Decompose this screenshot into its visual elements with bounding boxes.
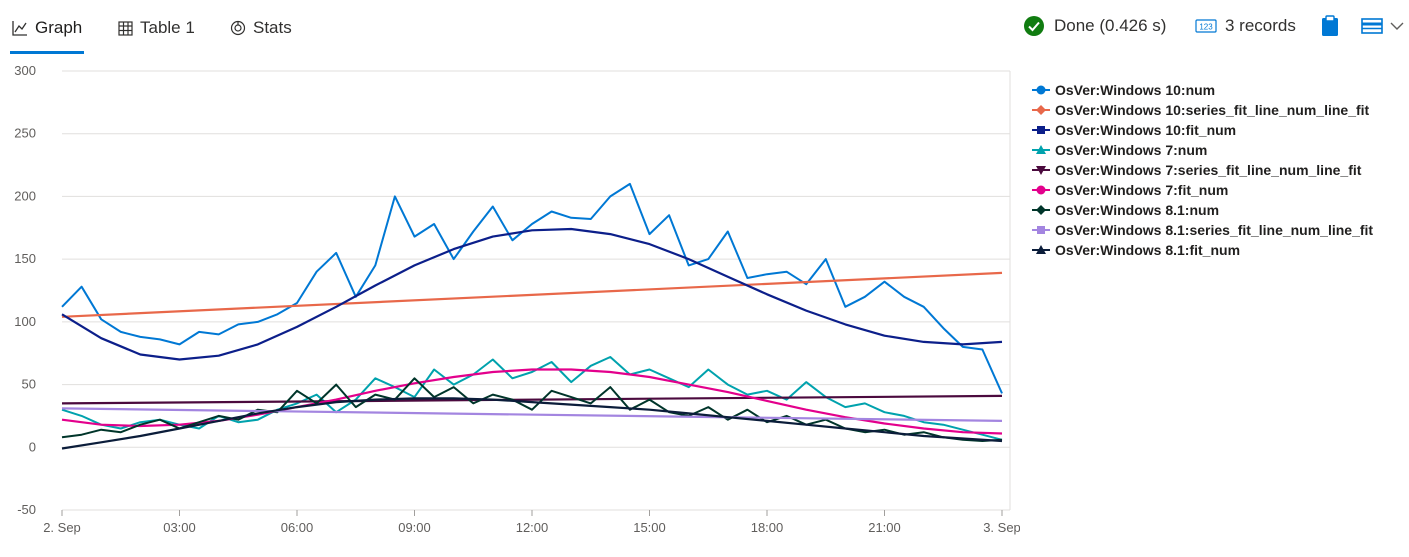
legend-label: OsVer:Windows 7:series_fit_line_num_line…	[1055, 162, 1362, 178]
legend-label: OsVer:Windows 7:num	[1055, 142, 1208, 158]
clipboard-icon	[1322, 15, 1338, 36]
done-label: Done (0.426 s)	[1054, 16, 1167, 35]
legend-marker-icon	[1032, 123, 1055, 137]
legend-marker-icon	[1032, 203, 1055, 217]
legend-item-9[interactable]: OsVer:Windows 8.1:fit_num	[1032, 240, 1373, 260]
legend-marker-icon	[1032, 183, 1055, 197]
legend-item-6[interactable]: OsVer:Windows 7:fit_num	[1032, 180, 1373, 200]
legend-label: OsVer:Windows 10:num	[1055, 82, 1216, 98]
legend-marker-icon	[1032, 143, 1055, 157]
y-tick-label: 300	[14, 63, 36, 78]
stats-icon	[230, 20, 246, 36]
chart-legend: OsVer:Windows 10:num OsVer:Windows 10:ser…	[1032, 80, 1373, 260]
tab-stats[interactable]: Stats	[230, 14, 292, 42]
series-line-9	[61, 397, 1003, 450]
query-status-bar: Done (0.426 s) 123 3 records	[1009, 0, 1409, 56]
series-line-5	[61, 394, 1003, 405]
layout-panel-icon	[1361, 18, 1383, 34]
series-line-1	[61, 182, 1003, 394]
legend-item-4[interactable]: OsVer:Windows 7:num	[1032, 140, 1373, 160]
tab-graph[interactable]: Graph	[12, 14, 82, 42]
copy-to-clipboard-button[interactable]	[1321, 14, 1339, 38]
x-tick-label: 03:00	[163, 520, 196, 535]
x-tick-label: 15:00	[633, 520, 666, 535]
legend-label: OsVer:Windows 10:series_fit_line_num_lin…	[1055, 102, 1370, 118]
series-line-8	[61, 407, 1003, 422]
active-tab-indicator	[10, 51, 84, 54]
y-tick-label: 150	[14, 251, 36, 266]
x-tick-label: 18:00	[751, 520, 784, 535]
x-tick-label: 21:00	[868, 520, 901, 535]
tab-stats-label: Stats	[253, 18, 292, 37]
legend-label: OsVer:Windows 8.1:series_fit_line_num_li…	[1055, 222, 1374, 238]
y-tick-label: 200	[14, 188, 36, 203]
y-tick-label: 50	[22, 377, 36, 392]
legend-marker-icon	[1032, 243, 1055, 257]
legend-item-5[interactable]: OsVer:Windows 7:series_fit_line_num_line…	[1032, 160, 1373, 180]
y-tick-label: 250	[14, 126, 36, 141]
y-tick-label: -50	[17, 502, 36, 517]
query-done-status: Done (0.426 s)	[1023, 14, 1166, 38]
records-count: 123 3 records	[1195, 14, 1296, 38]
table-icon	[118, 20, 133, 36]
x-tick-label: 3. Sep	[983, 520, 1020, 535]
records-number-icon: 123	[1195, 19, 1217, 33]
legend-label: OsVer:Windows 7:fit_num	[1055, 182, 1229, 198]
tab-table-1-label: Table 1	[140, 18, 195, 37]
y-tick-label: 0	[29, 439, 36, 454]
result-tabs: Graph Table 1 Stats	[0, 0, 320, 56]
x-tick-label: 2. Sep	[43, 520, 81, 535]
legend-item-7[interactable]: OsVer:Windows 8.1:num	[1032, 200, 1373, 220]
x-tick-label: 09:00	[398, 520, 431, 535]
legend-marker-icon	[1032, 103, 1055, 117]
legend-item-1[interactable]: OsVer:Windows 10:num	[1032, 80, 1373, 100]
x-tick-label: 06:00	[281, 520, 314, 535]
legend-label: OsVer:Windows 8.1:num	[1055, 202, 1220, 218]
x-tick-label: 12:00	[516, 520, 549, 535]
series-line-3	[61, 227, 1003, 361]
line-chart-icon	[12, 21, 27, 36]
legend-item-3[interactable]: OsVer:Windows 10:fit_num	[1032, 120, 1373, 140]
display-options-dropdown[interactable]	[1361, 14, 1405, 38]
svg-text:123: 123	[1199, 23, 1213, 32]
legend-item-8[interactable]: OsVer:Windows 8.1:series_fit_line_num_li…	[1032, 220, 1373, 240]
legend-marker-icon	[1032, 223, 1055, 237]
records-label: 3 records	[1225, 16, 1296, 35]
legend-marker-icon	[1032, 163, 1055, 177]
series-line-2	[61, 271, 1003, 318]
legend-item-2[interactable]: OsVer:Windows 10:series_fit_line_num_lin…	[1032, 100, 1373, 120]
legend-label: OsVer:Windows 8.1:fit_num	[1055, 242, 1241, 258]
legend-marker-icon	[1032, 83, 1055, 97]
check-circle-icon	[1024, 16, 1044, 36]
tab-graph-label: Graph	[35, 18, 83, 37]
legend-label: OsVer:Windows 10:fit_num	[1055, 122, 1237, 138]
y-tick-label: 100	[14, 314, 36, 329]
chevron-down-icon	[1390, 22, 1404, 30]
line-chart: -50 0 50 100 150 200 250 300 2. Sep 03:00 06:00 09:…	[14, 63, 1020, 535]
tab-table-1[interactable]: Table 1	[118, 14, 195, 42]
